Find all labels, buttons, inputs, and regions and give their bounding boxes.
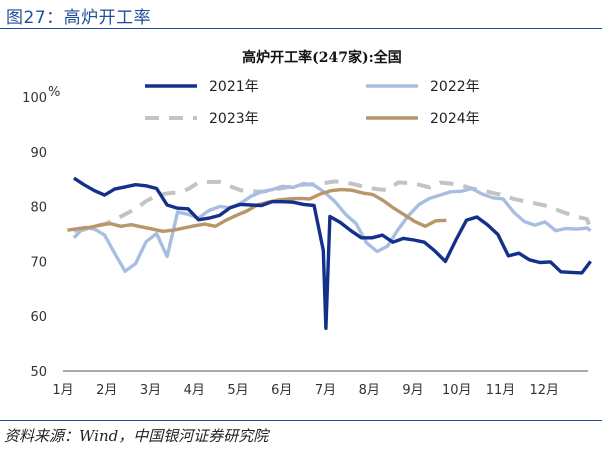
y-tick-label: 70 [30,255,47,270]
x-tick-label: 8月 [359,383,380,398]
x-tick-label: 4月 [184,383,205,398]
x-tick-label: 6月 [271,383,292,398]
source-note: 资料来源：Wind，中国银河证券研究院 [4,427,269,445]
legend: 2021年 2022年 2023年 2024年 [145,79,480,127]
series-line-0 [72,176,592,330]
x-tick-label: 9月 [402,383,423,398]
y-tick-label: 100 [22,91,47,106]
y-tick-label: 80 [30,201,47,216]
legend-label-3: 2024年 [430,111,480,127]
top-rule [0,28,602,29]
axes: 50 60 70 80 90 100 % 1月 2月 3月 4月 5月 6月 7月 8月 9月 10月 11月 12… [22,85,588,398]
y-tick-label: 50 [30,365,47,380]
series-layer [67,176,593,330]
x-tick-label: 7月 [315,383,336,398]
series-line-2 [73,179,593,233]
series-line-3 [67,187,447,234]
series-line-1 [72,181,592,273]
x-tick-label: 2月 [96,383,117,398]
x-tick-label: 12月 [529,383,559,398]
x-tick-label: 5月 [227,383,248,398]
legend-label-1: 2022年 [430,79,480,95]
figure-label: 图27：高炉开工率 [6,8,152,28]
y-tick-label: 90 [30,146,47,161]
chart-title: 高炉开工率(247家):全国 [242,49,402,66]
x-tick-label: 1月 [52,383,73,398]
y-tick-label: 60 [30,310,47,325]
x-tick-label: 10月 [442,383,472,398]
legend-label-0: 2021年 [209,79,259,95]
x-tick-label: 11月 [486,383,516,398]
y-unit-label: % [48,85,60,100]
legend-label-2: 2023年 [209,111,259,127]
bottom-rule [0,420,602,421]
x-tick-label: 3月 [140,383,161,398]
